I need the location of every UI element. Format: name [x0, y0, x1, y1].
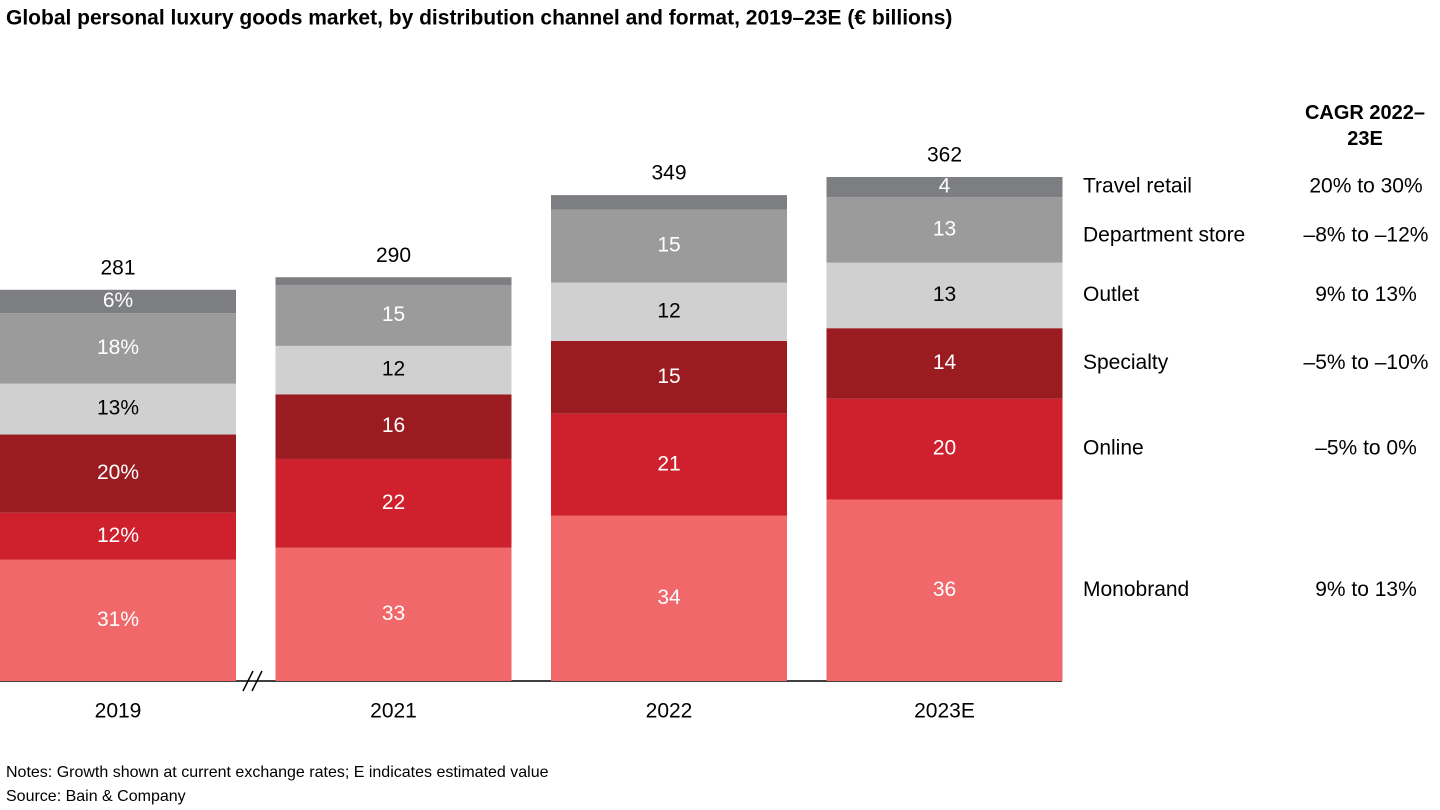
legend-label: Online	[1083, 437, 1144, 460]
data-label: 12	[657, 299, 680, 322]
x-tick-label: 2021	[370, 700, 417, 723]
bar-segment	[0, 434, 236, 513]
data-label: 31%	[97, 608, 139, 631]
bar-segment	[551, 515, 787, 681]
chart-title: Global personal luxury goods market, by …	[6, 7, 952, 30]
bar-segment	[551, 413, 787, 516]
data-label: 13	[933, 283, 956, 306]
x-tick-label: 2023E	[914, 700, 975, 723]
data-label: 4	[939, 175, 951, 198]
data-label: 13	[933, 217, 956, 240]
data-label: 36	[933, 578, 956, 601]
cagr-value: 20% to 30%	[1309, 175, 1422, 198]
total-label: 362	[927, 144, 962, 167]
bar-segment	[826, 499, 1063, 681]
bar-segment	[275, 285, 512, 346]
cagr-value: 9% to 13%	[1315, 578, 1417, 601]
legend-label: Specialty	[1083, 351, 1169, 374]
note: Source: Bain & Company	[6, 788, 186, 805]
total-label: 349	[651, 162, 686, 185]
bar-segment	[826, 398, 1063, 500]
data-label: 18%	[97, 336, 139, 359]
data-label: 16	[382, 414, 405, 437]
cagr-value: –5% to –10%	[1304, 351, 1429, 374]
note: Notes: Growth shown at current exchange …	[6, 764, 549, 781]
data-label: 15	[382, 303, 405, 326]
bar-segment	[551, 195, 787, 210]
data-label: 20	[933, 437, 956, 460]
bar-segment	[0, 559, 236, 681]
cagr-value: –5% to 0%	[1315, 437, 1417, 460]
data-label: 12	[382, 358, 405, 381]
total-label: 281	[100, 256, 135, 279]
data-label: 12%	[97, 524, 139, 547]
x-tick-label: 2022	[646, 700, 693, 723]
legend-label: Department store	[1083, 223, 1245, 246]
bar-segment	[0, 512, 236, 560]
data-label: 13%	[97, 397, 139, 420]
cagr-header: CAGR 2022–23E	[1304, 102, 1426, 150]
bar-segment	[0, 383, 236, 435]
legend-label: Outlet	[1083, 283, 1139, 306]
cagr-value: 9% to 13%	[1315, 283, 1417, 306]
bar-segment	[826, 262, 1063, 329]
data-label: 34	[657, 586, 681, 609]
data-label: 22	[382, 491, 405, 514]
bar-segment	[275, 394, 512, 459]
bar-segment	[551, 282, 787, 341]
bar-segment	[826, 177, 1063, 198]
bar-segment	[275, 458, 512, 548]
legend-label: Monobrand	[1083, 578, 1189, 601]
data-label: 20%	[97, 461, 139, 484]
axis-break	[242, 670, 263, 692]
data-label: 33	[382, 602, 405, 625]
bar-segment	[275, 345, 512, 395]
bar-segment	[826, 197, 1063, 263]
bar-segment	[551, 209, 787, 283]
bar-segment	[275, 277, 512, 286]
bar-segment	[826, 328, 1063, 399]
data-label: 15	[657, 365, 680, 388]
bar-segment	[0, 289, 236, 314]
data-label: 15	[657, 234, 680, 257]
bar-segment	[0, 313, 236, 384]
x-tick-label: 2019	[95, 700, 142, 723]
bar-segment	[275, 547, 512, 681]
cagr-value: –8% to –12%	[1304, 223, 1429, 246]
data-label: 14	[933, 351, 957, 374]
legend-label: Travel retail	[1083, 175, 1192, 198]
data-label: 21	[657, 452, 680, 475]
bar-segment	[551, 340, 787, 414]
data-label: 6%	[103, 289, 133, 312]
total-label: 290	[376, 244, 411, 267]
